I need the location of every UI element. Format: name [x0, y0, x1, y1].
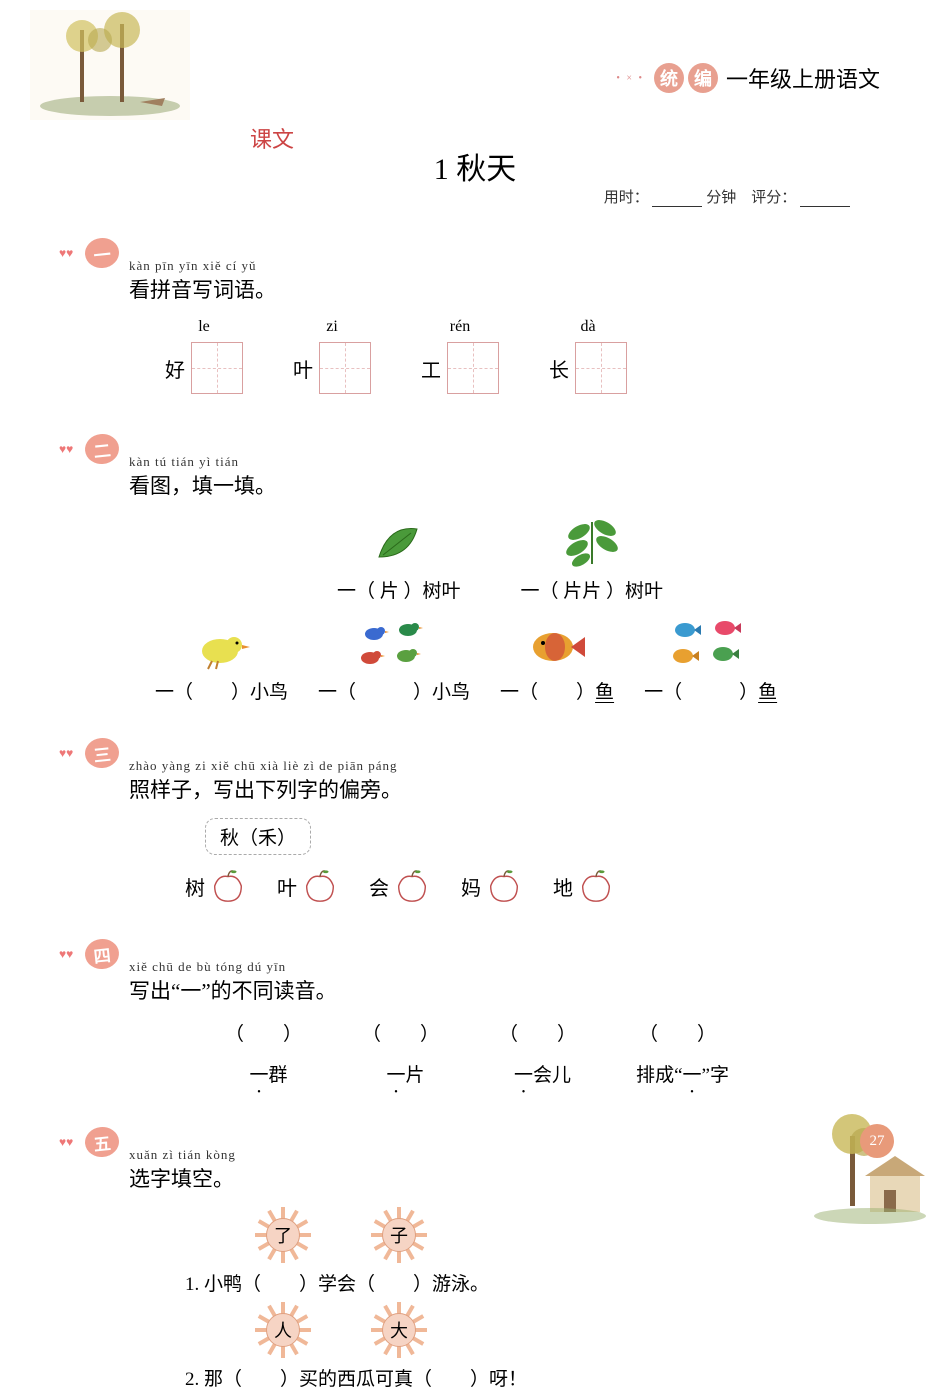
deco-dots: • × •: [616, 73, 644, 84]
section-5-pinyin: xuǎn zì tián kòng: [129, 1147, 236, 1163]
section-2-badge: ♥♥二: [75, 434, 121, 466]
sun-ren: 人: [255, 1302, 311, 1358]
sec4-col-1: （ ） 一片: [362, 1019, 449, 1087]
leaves-icon: [557, 514, 627, 570]
score-label: 评分：: [751, 190, 796, 206]
sun-zi: 子: [371, 1207, 427, 1263]
fish-single-label[interactable]: 一（ ）鱼: [500, 677, 614, 704]
example-box: 秋（禾）: [205, 818, 311, 855]
tianzige-4[interactable]: [575, 342, 627, 394]
sun-le: 了: [255, 1207, 311, 1263]
section-3-badge: ♥♥三: [75, 738, 121, 770]
sun-pair-2: 人 大: [255, 1302, 865, 1358]
badge-tong: 统: [654, 63, 684, 93]
box-2-pinyin: zi: [326, 318, 338, 336]
sun-pair-1: 了 子: [255, 1207, 865, 1263]
box-1-pinyin: le: [198, 318, 210, 336]
section-5-badge: ♥♥五: [75, 1127, 121, 1159]
section-4: ♥♥四 xiě chū de bù tóng dú yīn 写出“一”的不同读音…: [95, 939, 865, 1087]
birds-icon: [354, 615, 434, 671]
leaf-multi-item: 一（ 片片 ）树叶: [521, 514, 664, 603]
meta-line: 用时： 分钟 评分：: [604, 186, 850, 207]
leaf-icon: [364, 514, 434, 570]
box-3-pinyin: rén: [450, 318, 470, 336]
apple-item-3: 会: [369, 867, 431, 905]
fish-multi-item: 一（ ）鱼: [644, 615, 777, 704]
section-4-badge: ♥♥四: [75, 939, 121, 971]
section-1-title: 看拼音写词语。: [129, 274, 276, 304]
fish-multi-label[interactable]: 一（ ）鱼: [644, 677, 777, 704]
section-5-title: 选字填空。: [129, 1163, 236, 1193]
sec4-blank-2[interactable]: （ ）: [499, 1019, 586, 1046]
tianzige-3[interactable]: [447, 342, 499, 394]
box-2-prefix: 叶: [293, 354, 313, 383]
section-5: ♥♥五 xuǎn zì tián kòng 选字填空。 了 子 1. 小鸭（ ）…: [95, 1127, 865, 1391]
box-1-prefix: 好: [165, 354, 185, 383]
page-title: 1 秋天: [0, 144, 950, 188]
fish-icon: [525, 621, 589, 671]
box-4-prefix: 长: [549, 354, 569, 383]
apple-item-1: 树: [185, 867, 247, 905]
leaf-single-item: 一（ 片 ）树叶: [337, 514, 461, 603]
time-unit: 分钟: [706, 190, 736, 206]
box-3-prefix: 工: [421, 354, 441, 383]
bird-single-item: 一（ ）小鸟: [155, 621, 288, 704]
pinyin-boxes-row: le 好 zi 叶 rén 工 dà 长: [165, 318, 865, 394]
sec4-col-2: （ ） 一会儿: [499, 1019, 586, 1087]
section-3-title: 照样子，写出下列字的偏旁。: [129, 774, 402, 804]
apple-blank-3[interactable]: [393, 867, 431, 905]
birds-multi-label[interactable]: 一（ ）小鸟: [318, 677, 470, 704]
page-number: 27: [860, 1124, 894, 1158]
sec4-word-3: 排成“一”字: [636, 1060, 729, 1087]
apple-item-4: 妈: [461, 867, 523, 905]
sec4-blank-0[interactable]: （ ）: [225, 1019, 312, 1046]
score-blank[interactable]: [800, 193, 850, 207]
apple-blank-5[interactable]: [577, 867, 615, 905]
section-4-title: 写出“一”的不同读音。: [129, 975, 337, 1005]
bird-single-label[interactable]: 一（ ）小鸟: [155, 677, 288, 704]
birds-multi-item: 一（ ）小鸟: [318, 615, 470, 704]
tianzige-1[interactable]: [191, 342, 243, 394]
section-2-pinyin: kàn tú tián yì tián: [129, 454, 276, 470]
apple-item-5: 地: [553, 867, 615, 905]
sec4-word-0: 一群: [249, 1060, 287, 1087]
section-1: ♥♥ 一 kàn pīn yīn xiě cí yǔ 看拼音写词语。 le 好 …: [95, 238, 865, 394]
section-2: ♥♥二 kàn tú tián yì tián 看图，填一填。 一（ 片 ）树叶: [95, 434, 865, 704]
sec4-blank-1[interactable]: （ ）: [362, 1019, 449, 1046]
footer-illustration: [810, 1106, 930, 1226]
time-label: 用时：: [604, 190, 649, 206]
leaf-multi-label: 一（ 片片 ）树叶: [521, 576, 664, 603]
bird-icon: [192, 621, 252, 671]
apple-blank-2[interactable]: [301, 867, 339, 905]
section-1-badge: ♥♥ 一: [75, 238, 121, 270]
sec4-col-0: （ ） 一群: [225, 1019, 312, 1087]
textbook-label: • × • 统 编 一年级上册语文: [616, 62, 880, 94]
time-blank[interactable]: [652, 193, 702, 207]
tianzige-2[interactable]: [319, 342, 371, 394]
leaf-single-label: 一（ 片 ）树叶: [337, 576, 461, 603]
sec4-blank-3[interactable]: （ ）: [639, 1019, 726, 1046]
section-3: ♥♥三 zhào yàng zi xiě chū xià liè zì de p…: [95, 738, 865, 905]
grade-text: 一年级上册语文: [726, 62, 880, 94]
section-3-pinyin: zhào yàng zi xiě chū xià liè zì de piān …: [129, 758, 402, 774]
apple-blank-4[interactable]: [485, 867, 523, 905]
sun-da: 大: [371, 1302, 427, 1358]
fish-single-item: 一（ ）鱼: [500, 621, 614, 704]
section-1-pinyin: kàn pīn yīn xiě cí yǔ: [129, 258, 276, 274]
box-4-pinyin: dà: [580, 318, 595, 336]
header-illustration: [30, 10, 190, 120]
section-2-title: 看图，填一填。: [129, 470, 276, 500]
sec4-word-2: 一会儿: [514, 1060, 571, 1087]
fill-line-1[interactable]: 1. 小鸭（ ）学会（ ）游泳。: [185, 1269, 865, 1296]
sec4-word-1: 一片: [387, 1060, 425, 1087]
section-4-pinyin: xiě chū de bù tóng dú yīn: [129, 959, 337, 975]
fill-line-2[interactable]: 2. 那（ ）买的西瓜可真（ ）呀！: [185, 1364, 865, 1391]
fishes-icon: [669, 615, 753, 671]
sec4-col-3: （ ） 排成“一”字: [636, 1019, 729, 1087]
apple-item-2: 叶: [277, 867, 339, 905]
badge-bian: 编: [688, 63, 718, 93]
apple-blank-1[interactable]: [209, 867, 247, 905]
